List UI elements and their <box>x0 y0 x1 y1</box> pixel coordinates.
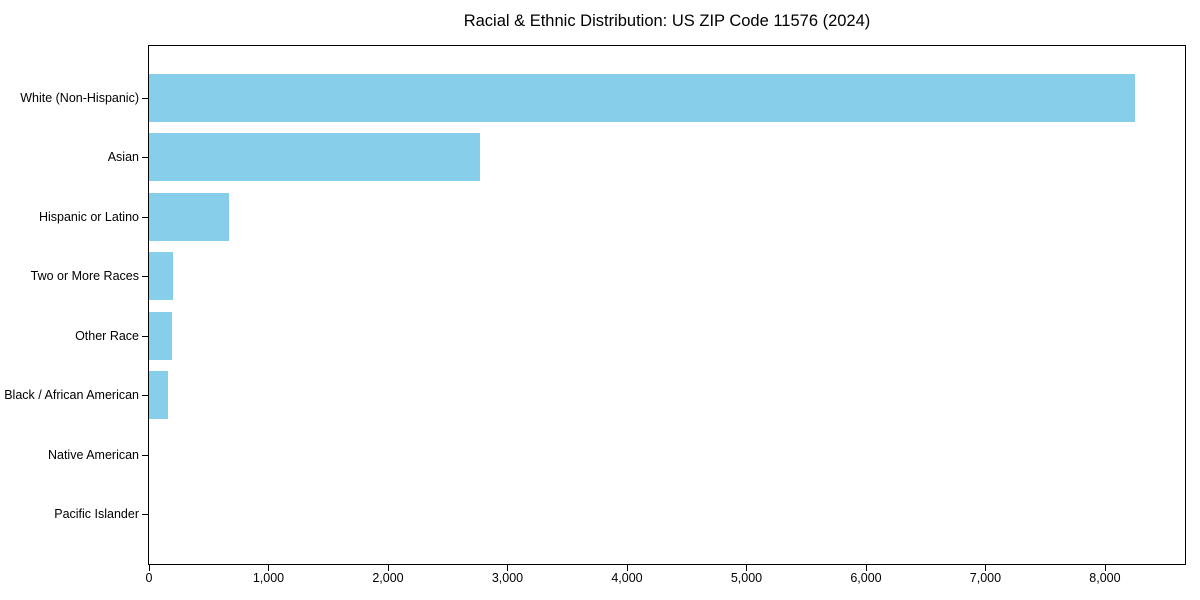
y-tick-mark <box>142 157 148 159</box>
chart-title: Racial & Ethnic Distribution: US ZIP Cod… <box>463 12 871 30</box>
plot-area <box>148 45 1186 565</box>
y-tick-label: Asian <box>107 150 139 165</box>
x-tick-label: 1,000 <box>252 571 285 585</box>
x-tick-mark <box>149 565 150 571</box>
y-tick-mark <box>142 276 148 278</box>
x-tick-mark <box>985 565 987 571</box>
bar <box>149 73 1135 122</box>
x-tick-mark <box>507 565 509 571</box>
x-tick-label: 4,000 <box>611 571 643 585</box>
x-tick-label: 5,000 <box>730 571 763 585</box>
x-tick-label: 3,000 <box>491 571 524 585</box>
x-tick-mark <box>1104 565 1106 571</box>
x-tick-mark <box>268 565 270 571</box>
y-tick-label: Hispanic or Latino <box>38 209 139 224</box>
bar <box>149 371 169 420</box>
y-tick-mark <box>142 395 148 397</box>
x-tick-label: 7,000 <box>969 571 1002 585</box>
y-tick-label: Other Race <box>75 328 139 343</box>
y-tick-label: Pacific Islander <box>54 507 139 522</box>
x-tick-label: 8,000 <box>1089 571 1121 585</box>
x-tick-mark <box>865 565 867 571</box>
x-tick-label: 6,000 <box>850 571 882 585</box>
bar <box>149 192 230 241</box>
bar <box>149 311 172 360</box>
bar <box>149 133 480 182</box>
x-tick-mark <box>626 565 628 571</box>
y-tick-mark <box>142 216 148 218</box>
y-tick-label: Native American <box>47 447 139 462</box>
y-tick-label: Black / African American <box>4 388 139 403</box>
y-tick-mark <box>142 335 148 337</box>
bar <box>149 252 173 301</box>
y-tick-label: White (Non-Hispanic) <box>20 90 139 105</box>
y-tick-mark <box>142 97 148 99</box>
y-tick-mark <box>142 514 148 516</box>
y-tick-label: Two or More Races <box>30 269 139 284</box>
x-tick-mark <box>746 565 748 571</box>
x-tick-label: 0 <box>145 571 153 585</box>
x-tick-mark <box>387 565 389 571</box>
x-tick-label: 2,000 <box>372 571 404 585</box>
y-tick-mark <box>142 454 148 456</box>
